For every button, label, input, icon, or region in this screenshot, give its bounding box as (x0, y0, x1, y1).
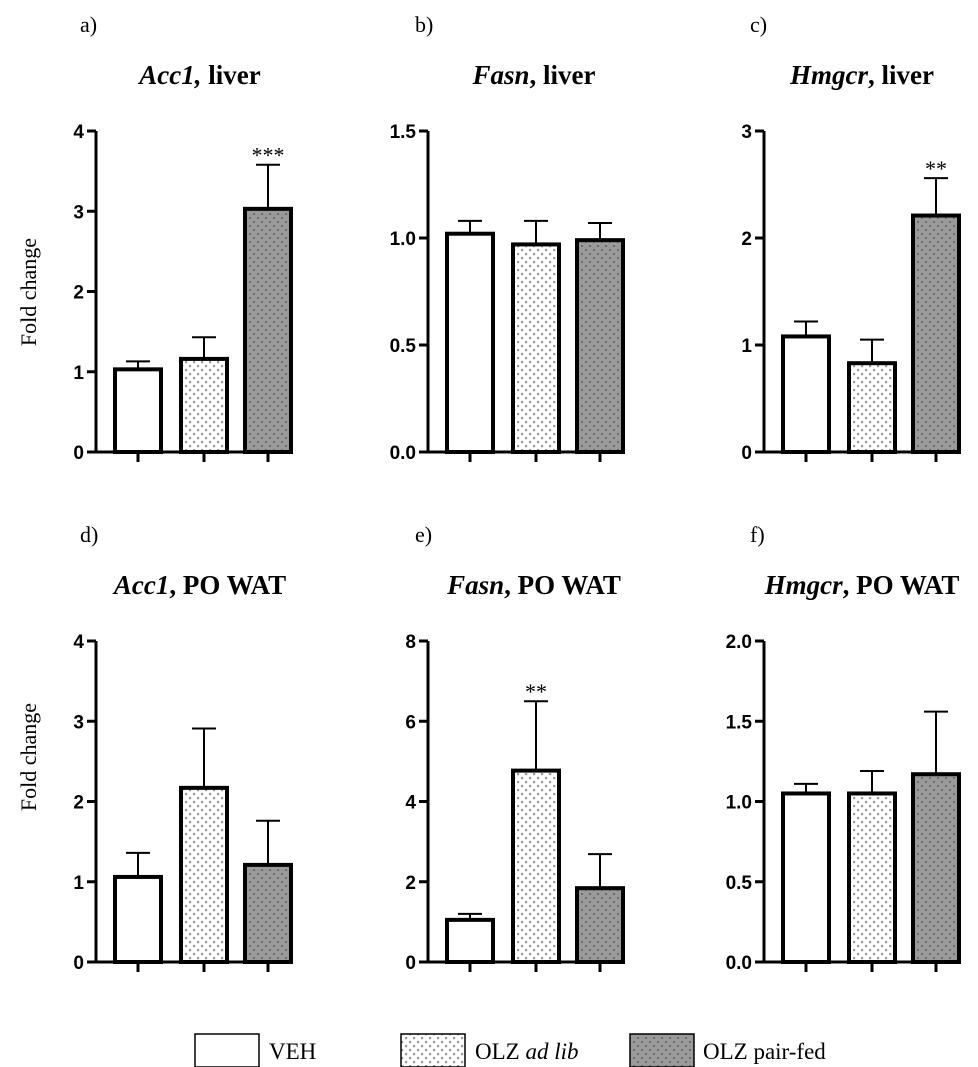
y-axis-label-bottom: Fold change (16, 703, 41, 811)
bar-1 (445, 917, 495, 965)
panel-letter: e) (415, 522, 432, 547)
legend-item-veh: VEH (194, 1033, 316, 1067)
y-tick-label: 2 (73, 283, 84, 304)
y-tick-label: 6 (405, 712, 416, 733)
legend-label-text: OLZ pair-fed (703, 1039, 826, 1064)
bar-2 (511, 242, 561, 454)
legend-swatch (400, 1033, 466, 1067)
bar-2 (847, 791, 897, 964)
panel-title-tissue: , liver (530, 60, 596, 90)
panel-title-gene: Hmgcr (789, 60, 868, 90)
bar-3 (911, 772, 961, 965)
legend-label-text: VEH (269, 1039, 316, 1064)
legend-label: OLZ pair-fed (703, 1039, 826, 1064)
panel-title-gene: Acc1, (137, 60, 201, 90)
y-tick-label: 1 (741, 336, 752, 357)
bar-3 (243, 206, 293, 454)
y-tick-label: 2.0 (726, 632, 752, 653)
panel-title-gene: Hmgcr (764, 570, 843, 600)
panel-title-gene: Acc1 (112, 570, 169, 600)
y-tick-label: 1.0 (726, 793, 752, 814)
bar-3 (911, 213, 961, 454)
panel-6: f) Hmgcr, PO WAT 0.0 0.5 1.0 1.5 2.0 (726, 522, 961, 974)
panel-3: c) Hmgcr, liver 0 1 2 3 ** (741, 12, 961, 464)
y-tick-label: 3 (73, 712, 84, 733)
panel-letter: f) (750, 522, 765, 547)
significance-label: *** (252, 143, 285, 168)
bar-1 (113, 874, 163, 964)
y-tick-label: 2 (73, 793, 84, 814)
panel-1: a) Acc1, liver 0 1 2 3 4 *** (73, 12, 293, 464)
y-tick-label: 3 (741, 122, 752, 143)
panel-title-tissue: , liver (868, 60, 934, 90)
bar-3 (575, 238, 625, 454)
panel-title: Fasn, PO WAT (446, 570, 621, 600)
y-tick-label: 4 (73, 632, 84, 653)
legend-swatch (194, 1033, 260, 1067)
legend-label: OLZ ad lib (475, 1039, 579, 1064)
panel-letter: c) (750, 12, 767, 37)
y-tick-label: 1.5 (390, 122, 417, 143)
legend: VEH OLZ ad lib OLZ pair-fed (194, 1033, 826, 1067)
bar-1 (113, 367, 163, 454)
bar-1 (781, 791, 831, 964)
y-tick-label: 1.5 (726, 712, 753, 733)
bar-1 (781, 334, 831, 454)
y-tick-label: 0 (741, 443, 752, 464)
y-tick-label: 1 (73, 873, 84, 894)
bar-3 (243, 862, 293, 965)
y-tick-label: 2 (405, 873, 416, 894)
y-tick-label: 0 (73, 953, 84, 974)
legend-label-italic: ad lib (525, 1039, 578, 1064)
y-axis-label-top: Fold change (16, 238, 41, 346)
bar-2 (847, 361, 897, 454)
panel-2: b) Fasn, liver 0.0 0.5 1.0 1.5 (390, 12, 625, 464)
bar-1 (445, 231, 495, 454)
y-tick-label: 0 (73, 443, 84, 464)
y-tick-label: 0.5 (726, 873, 753, 894)
bar-3 (575, 886, 625, 964)
significance-label: ** (525, 679, 547, 704)
panel-letter: b) (415, 12, 433, 37)
y-tick-label: 0.0 (390, 443, 416, 464)
y-tick-label: 2 (741, 229, 752, 250)
legend-item-pairfed: OLZ pair-fed (629, 1033, 826, 1067)
panel-4: d) Acc1, PO WAT 0 1 2 3 4 (73, 522, 293, 974)
legend-swatch (629, 1033, 695, 1067)
y-tick-label: 4 (73, 122, 84, 143)
panel-title-tissue: , PO WAT (504, 570, 621, 600)
panel-title-tissue: , PO WAT (843, 570, 960, 600)
bar-2 (179, 356, 229, 454)
legend-label: VEH (269, 1039, 316, 1064)
panel-title: Hmgcr, liver (789, 60, 934, 90)
panel-title-tissue: liver (202, 60, 261, 90)
panel-title-gene: Fasn (471, 60, 529, 90)
y-tick-label: 1.0 (390, 229, 416, 250)
panel-letter: d) (80, 522, 98, 547)
y-tick-label: 0.5 (390, 336, 417, 357)
panel-5: e) Fasn, PO WAT 0 2 4 6 8 ** (405, 522, 625, 974)
panel-title: Hmgcr, PO WAT (764, 570, 960, 600)
y-tick-label: 8 (405, 632, 416, 653)
legend-label-text: OLZ (475, 1039, 525, 1064)
panel-title-tissue: , PO WAT (169, 570, 286, 600)
panel-title: Fasn, liver (471, 60, 595, 90)
y-tick-label: 0 (405, 953, 416, 974)
y-tick-label: 0.0 (726, 953, 752, 974)
bar-2 (179, 785, 229, 964)
panel-title-gene: Fasn (446, 570, 504, 600)
y-tick-label: 1 (73, 363, 84, 384)
panel-title: Acc1, liver (137, 60, 260, 90)
panel-letter: a) (80, 12, 97, 37)
bar-2 (511, 768, 561, 965)
panel-title: Acc1, PO WAT (112, 570, 286, 600)
y-tick-label: 4 (405, 793, 416, 814)
significance-label: ** (925, 156, 947, 181)
y-tick-label: 3 (73, 202, 84, 223)
legend-item-adlib: OLZ ad lib (400, 1033, 579, 1067)
